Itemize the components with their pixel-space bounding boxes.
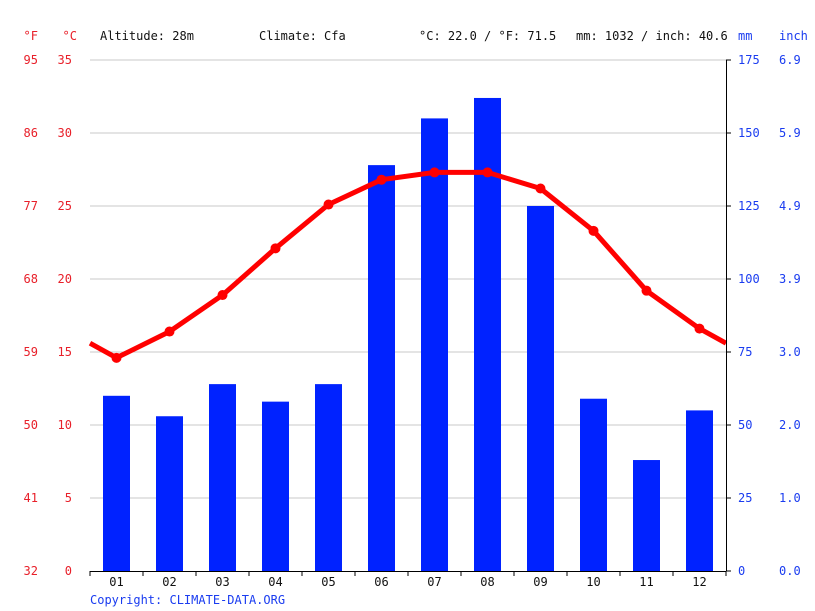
copyright-label: Copyright: CLIMATE-DATA.ORG: [90, 593, 285, 607]
temperature-point: [429, 167, 440, 178]
mm-tick-label: 150: [738, 126, 760, 140]
precipitation-bars: [103, 97, 713, 572]
climate-label: Climate: Cfa: [259, 29, 346, 43]
month-tick-label: 04: [268, 575, 282, 589]
mm-tick-label: 0: [738, 564, 745, 578]
precipitation-bar: [580, 398, 607, 571]
fahrenheit-tick-label: 41: [24, 491, 38, 505]
temperature-point: [164, 326, 175, 337]
inch-tick-label: 5.9: [779, 126, 801, 140]
mm-tick-label: 125: [738, 199, 760, 213]
temperature-point: [588, 225, 599, 236]
temperature-line-path: [88, 169, 728, 361]
celsius-tick-label: 0: [65, 564, 72, 578]
precipitation-bar: [156, 416, 183, 571]
fahrenheit-tick-label: 86: [24, 126, 38, 140]
temperature-point: [376, 174, 387, 185]
mm-tick-label: 100: [738, 272, 760, 286]
precipitation-bar: [527, 206, 554, 571]
mm-tick-label: 75: [738, 345, 752, 359]
precipitation-bar: [686, 410, 713, 571]
month-tick-label: 05: [321, 575, 335, 589]
temperature-point: [217, 290, 228, 301]
precipitation-bar: [633, 460, 660, 571]
temperature-point: [270, 243, 281, 254]
mm-tick-label: 175: [738, 53, 760, 67]
fahrenheit-tick-label: 68: [24, 272, 38, 286]
gridlines: [90, 59, 726, 499]
month-tick-label: 08: [480, 575, 494, 589]
inch-tick-label: 4.9: [779, 199, 801, 213]
altitude-label: Altitude: 28m: [100, 29, 194, 43]
celsius-unit-label: °C: [63, 29, 77, 43]
inch-unit-label: inch: [779, 29, 808, 43]
fahrenheit-tick-label: 59: [24, 345, 38, 359]
inch-tick-label: 0.0: [779, 564, 801, 578]
fahrenheit-tick-label: 77: [24, 199, 38, 213]
temperature-point: [482, 167, 493, 178]
temperature-point: [323, 199, 334, 210]
inch-tick-label: 2.0: [779, 418, 801, 432]
precipitation-bar: [209, 384, 236, 571]
celsius-tick-label: 15: [58, 345, 72, 359]
mm-tick-label: 50: [738, 418, 752, 432]
month-tick-label: 10: [586, 575, 600, 589]
axes: [89, 59, 731, 576]
celsius-tick-label: 20: [58, 272, 72, 286]
inch-tick-label: 1.0: [779, 491, 801, 505]
fahrenheit-tick-label: 50: [24, 418, 38, 432]
precipitation-bar: [262, 401, 289, 571]
inch-tick-label: 3.0: [779, 345, 801, 359]
month-tick-label: 12: [692, 575, 706, 589]
fahrenheit-tick-label: 95: [24, 53, 38, 67]
celsius-tick-label: 25: [58, 199, 72, 213]
tick-labels: 95 35 175 6.986 30 150 5.977 25 125 4.968 20 100 3.9…: [24, 53, 801, 589]
mm-unit-label: mm: [738, 29, 752, 43]
month-tick-label: 09: [533, 575, 547, 589]
average-temperature-label: °C: 22.0 / °F: 71.5: [419, 29, 556, 43]
celsius-tick-label: 35: [58, 53, 72, 67]
inch-tick-label: 6.9: [779, 53, 801, 67]
temperature-line: [88, 167, 728, 363]
fahrenheit-tick-label: 32: [24, 564, 38, 578]
precipitation-bar: [103, 395, 130, 571]
precipitation-bar: [368, 165, 395, 571]
month-tick-label: 07: [427, 575, 441, 589]
celsius-tick-label: 30: [58, 126, 72, 140]
temperature-point: [641, 285, 652, 296]
precipitation-total-label: mm: 1032 / inch: 40.6: [576, 29, 728, 43]
month-tick-label: 03: [215, 575, 229, 589]
celsius-tick-label: 5: [65, 491, 72, 505]
month-tick-label: 01: [109, 575, 123, 589]
temperature-point: [694, 323, 705, 334]
fahrenheit-unit-label: °F: [24, 29, 38, 43]
temperature-point: [111, 352, 122, 363]
month-tick-label: 11: [639, 575, 653, 589]
month-tick-label: 06: [374, 575, 388, 589]
month-tick-label: 02: [162, 575, 176, 589]
temperature-point: [535, 183, 546, 194]
mm-tick-label: 25: [738, 491, 752, 505]
precipitation-bar: [421, 118, 448, 572]
precipitation-bar: [315, 384, 342, 571]
celsius-tick-label: 10: [58, 418, 72, 432]
inch-tick-label: 3.9: [779, 272, 801, 286]
